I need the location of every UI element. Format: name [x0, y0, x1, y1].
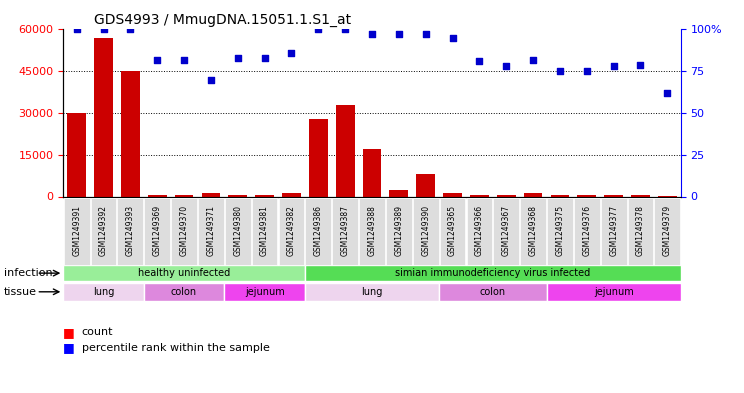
Text: jejunum: jejunum [245, 287, 284, 297]
Point [446, 35, 458, 41]
Point [312, 26, 324, 33]
Bar [577, 195, 596, 196]
Bar [524, 193, 542, 196]
Text: infection: infection [4, 268, 52, 278]
Text: GSM1249386: GSM1249386 [314, 206, 323, 256]
Point [205, 76, 217, 83]
Bar [631, 195, 650, 196]
Text: GSM1249387: GSM1249387 [341, 206, 350, 256]
Text: colon: colon [480, 287, 506, 297]
Point [259, 55, 271, 61]
Point [661, 90, 673, 96]
Text: percentile rank within the sample: percentile rank within the sample [82, 343, 270, 353]
Bar [67, 113, 86, 196]
Text: GSM1249366: GSM1249366 [475, 205, 484, 257]
Text: GSM1249365: GSM1249365 [448, 205, 457, 257]
Text: GSM1249376: GSM1249376 [583, 205, 591, 257]
Bar [336, 105, 355, 196]
Text: GSM1249381: GSM1249381 [260, 206, 269, 256]
Bar [225, 283, 305, 301]
Text: GSM1249390: GSM1249390 [421, 205, 430, 257]
Point [124, 26, 136, 33]
Text: GSM1249369: GSM1249369 [153, 205, 161, 257]
Bar [94, 38, 113, 197]
Bar [309, 119, 327, 196]
Text: jejunum: jejunum [594, 287, 633, 297]
Text: GSM1249378: GSM1249378 [636, 206, 645, 256]
Bar [389, 190, 408, 196]
Bar [470, 195, 489, 196]
Bar [144, 283, 225, 301]
Point [420, 31, 432, 38]
Point [366, 31, 378, 38]
Bar [551, 195, 569, 196]
Text: GSM1249371: GSM1249371 [206, 206, 216, 256]
Text: lung: lung [93, 287, 114, 297]
Text: GSM1249370: GSM1249370 [179, 205, 188, 257]
Bar [202, 193, 220, 196]
Point [473, 58, 485, 64]
Point [554, 68, 566, 74]
Bar [63, 283, 144, 301]
Point [635, 61, 647, 68]
Text: ■: ■ [63, 341, 75, 354]
Text: tissue: tissue [4, 287, 36, 297]
Bar [417, 174, 435, 196]
Point [527, 56, 539, 62]
Bar [282, 193, 301, 196]
Text: GSM1249367: GSM1249367 [501, 205, 510, 257]
Point [581, 68, 593, 74]
Point [97, 26, 109, 33]
Text: GSM1249375: GSM1249375 [556, 205, 565, 257]
Bar [305, 265, 681, 281]
Text: GSM1249368: GSM1249368 [528, 206, 538, 256]
Bar [547, 283, 681, 301]
Text: lung: lung [362, 287, 382, 297]
Bar [121, 71, 140, 196]
Text: healthy uninfected: healthy uninfected [138, 268, 230, 278]
Point [151, 56, 163, 62]
Text: GSM1249392: GSM1249392 [99, 206, 108, 256]
Point [232, 55, 244, 61]
Bar [443, 193, 462, 196]
Point [339, 26, 351, 33]
Text: colon: colon [171, 287, 197, 297]
Text: GSM1249382: GSM1249382 [287, 206, 296, 256]
Text: GSM1249377: GSM1249377 [609, 205, 618, 257]
Text: count: count [82, 327, 113, 337]
Bar [175, 195, 193, 196]
Bar [228, 195, 247, 196]
Point [608, 63, 620, 69]
Bar [148, 195, 167, 196]
Bar [439, 283, 547, 301]
Bar [497, 195, 516, 196]
Text: GSM1249380: GSM1249380 [234, 206, 243, 256]
Text: GSM1249388: GSM1249388 [368, 206, 376, 256]
Bar [63, 265, 305, 281]
Bar [604, 195, 623, 196]
Point [71, 26, 83, 33]
Bar [362, 149, 382, 196]
Text: GSM1249379: GSM1249379 [663, 205, 672, 257]
Point [500, 63, 512, 69]
Bar [305, 283, 439, 301]
Bar [255, 195, 274, 196]
Text: GSM1249389: GSM1249389 [394, 206, 403, 256]
Text: ■: ■ [63, 325, 75, 339]
Point [286, 50, 298, 56]
Text: GSM1249391: GSM1249391 [72, 206, 81, 256]
Point [178, 56, 190, 62]
Text: GDS4993 / MmugDNA.15051.1.S1_at: GDS4993 / MmugDNA.15051.1.S1_at [94, 13, 351, 27]
Point [393, 31, 405, 38]
Text: GSM1249393: GSM1249393 [126, 205, 135, 257]
Text: simian immunodeficiency virus infected: simian immunodeficiency virus infected [395, 268, 591, 278]
